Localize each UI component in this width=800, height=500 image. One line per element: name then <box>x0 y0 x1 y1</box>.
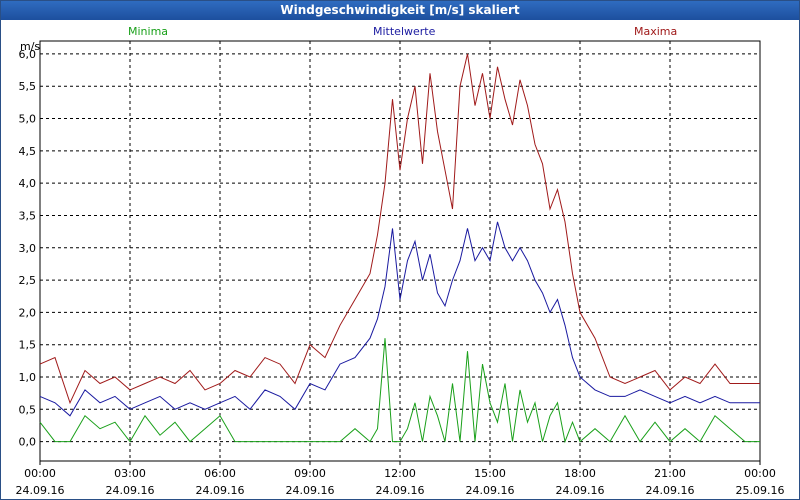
x-tick-date-label: 24.09.16 <box>466 484 515 497</box>
x-tick-time-label: 12:00 <box>384 467 416 480</box>
y-tick-label: 0,5 <box>19 403 37 416</box>
x-tick-time-label: 00:00 <box>24 467 56 480</box>
window-title: Windgeschwindigkeit [m/s] skaliert <box>1 1 799 20</box>
legend-mittelwerte: Mittelwerte <box>373 25 436 38</box>
x-tick-time-label: 09:00 <box>294 467 326 480</box>
y-axis-label: m/s <box>20 40 41 53</box>
x-tick-time-label: 21:00 <box>654 467 686 480</box>
y-tick-label: 2,5 <box>19 274 37 287</box>
y-tick-label: 1,0 <box>19 371 37 384</box>
y-tick-label: 6,0 <box>19 48 37 61</box>
y-tick-label: 3,0 <box>19 242 37 255</box>
y-tick-label: 2,0 <box>19 306 37 319</box>
y-tick-label: 5,0 <box>19 113 37 126</box>
x-tick-time-label: 03:00 <box>114 467 146 480</box>
legend-maxima: Maxima <box>634 25 678 38</box>
y-tick-label: 1,5 <box>19 339 37 352</box>
x-tick-date-label: 24.09.16 <box>376 484 425 497</box>
x-tick-date-label: 25.09.16 <box>736 484 785 497</box>
x-tick-date-label: 24.09.16 <box>196 484 245 497</box>
y-tick-label: 4,5 <box>19 145 37 158</box>
x-tick-date-label: 24.09.16 <box>646 484 695 497</box>
legend-minima: Minima <box>128 25 169 38</box>
x-tick-date-label: 24.09.16 <box>16 484 65 497</box>
series-line-maxima <box>39 53 760 405</box>
series-line-minima <box>39 338 760 444</box>
y-tick-label: 4,0 <box>19 177 37 190</box>
y-tick-label: 0,0 <box>19 436 37 449</box>
x-tick-date-label: 24.09.16 <box>556 484 605 497</box>
y-tick-label: 3,5 <box>19 209 37 222</box>
y-tick-label: 5,5 <box>19 80 37 93</box>
x-tick-time-label: 18:00 <box>564 467 596 480</box>
x-tick-time-label: 06:00 <box>204 467 236 480</box>
x-tick-date-label: 24.09.16 <box>106 484 155 497</box>
x-tick-time-label: 15:00 <box>474 467 506 480</box>
x-tick-date-label: 24.09.16 <box>286 484 335 497</box>
x-tick-time-label: 00:00 <box>744 467 776 480</box>
series-line-mittelwerte <box>39 221 760 417</box>
